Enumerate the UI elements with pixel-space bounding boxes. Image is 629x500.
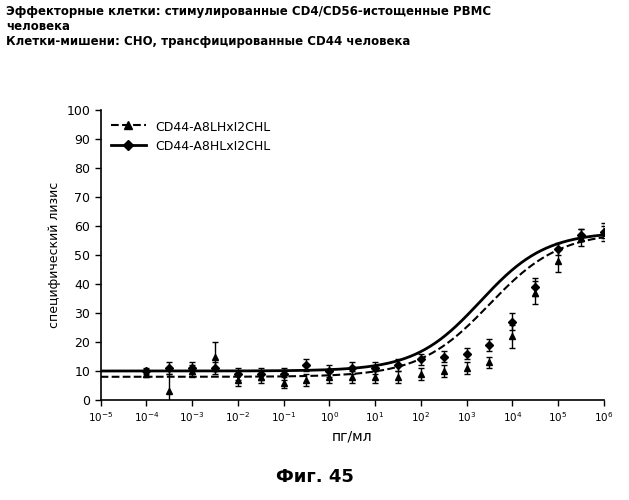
Text: Фиг. 45: Фиг. 45 xyxy=(276,468,353,486)
Text: Эффекторные клетки: стимулированные CD4/CD56-истощенные PBMC
человека
Клетки-миш: Эффекторные клетки: стимулированные CD4/… xyxy=(6,5,491,48)
X-axis label: пг/мл: пг/мл xyxy=(332,430,372,444)
Y-axis label: специфический лизис: специфический лизис xyxy=(48,182,61,328)
Legend: CD44-A8LHxI2CHL, CD44-A8HLxI2CHL: CD44-A8LHxI2CHL, CD44-A8HLxI2CHL xyxy=(107,116,275,157)
